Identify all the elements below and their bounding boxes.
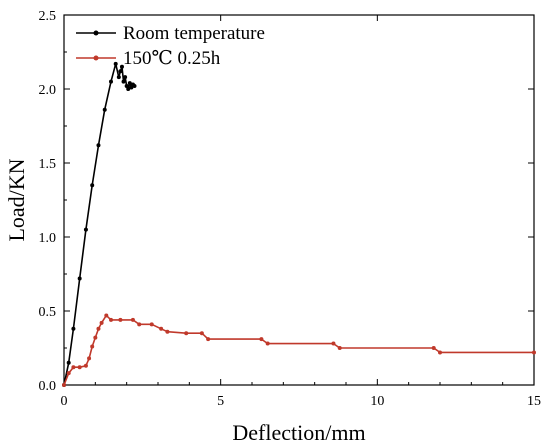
series-2-point xyxy=(199,331,204,336)
x-tick-label: 15 xyxy=(527,394,541,409)
series-1-point xyxy=(77,276,82,281)
series-1-point xyxy=(66,360,71,365)
y-tick-label: 1.5 xyxy=(39,157,57,172)
series-1-point xyxy=(116,75,121,80)
series-1-point xyxy=(119,64,124,69)
plot-area xyxy=(63,14,535,386)
legend-label-2: 150℃ 0.25h xyxy=(123,48,221,69)
series-1-point xyxy=(129,85,134,90)
series-1-point xyxy=(109,79,113,84)
y-axis-title: Load/KN xyxy=(4,158,29,241)
series-1-point xyxy=(123,75,128,80)
series-2-point xyxy=(149,322,154,327)
series-2-point xyxy=(438,350,442,355)
series-2-line xyxy=(63,314,534,386)
legend-marker-1 xyxy=(93,30,99,36)
series-1-point xyxy=(90,183,95,188)
series-1-point xyxy=(118,69,123,74)
x-axis-title: Deflection/mm xyxy=(232,420,365,445)
series-2 xyxy=(62,313,536,387)
series-2-point xyxy=(337,346,342,350)
x-tick-label: 10 xyxy=(370,394,384,409)
series-1-point xyxy=(96,143,101,148)
series-1-line xyxy=(63,62,136,386)
series-2-point xyxy=(159,326,164,331)
series-2-point xyxy=(265,341,270,346)
series-layer xyxy=(62,61,536,387)
y-tick-label: 1.0 xyxy=(39,231,57,246)
series-2-point xyxy=(99,320,104,325)
series-1-point xyxy=(121,79,126,84)
y-tick-label: 0.0 xyxy=(39,379,57,394)
legend: Room temperature 150℃ 0.25h xyxy=(76,23,265,69)
series-2-point xyxy=(137,322,142,327)
series-2-point xyxy=(331,341,336,346)
series-2-point xyxy=(93,335,98,340)
x-tick-label: 5 xyxy=(217,394,224,409)
series-2-point xyxy=(118,317,123,322)
series-1-point xyxy=(124,84,129,89)
y-tick-label: 2.0 xyxy=(39,83,57,98)
series-1-point xyxy=(127,81,132,86)
series-1-point xyxy=(113,61,118,66)
series-2-point xyxy=(87,356,92,361)
y-tick-label: 0.5 xyxy=(39,305,57,320)
series-2-point xyxy=(109,317,113,322)
y-axis: 0.0 0.5 1.0 1.5 2.0 2.5 xyxy=(39,9,534,394)
series-2-point xyxy=(206,337,211,342)
series-2-point xyxy=(71,365,76,370)
series-2-point xyxy=(431,346,436,350)
series-2-point xyxy=(532,350,536,355)
series-2-point xyxy=(77,365,82,370)
series-2-point xyxy=(259,337,264,342)
series-1-point xyxy=(132,84,137,89)
series-2-point xyxy=(90,344,95,349)
plot-frame xyxy=(63,14,535,386)
legend-label-1: Room temperature xyxy=(123,23,265,44)
series-2-point xyxy=(83,363,88,368)
legend-marker-2 xyxy=(93,55,99,61)
series-1-point xyxy=(71,326,76,331)
x-tick-label: 0 xyxy=(61,394,68,409)
series-2-point xyxy=(96,326,101,331)
series-2-point xyxy=(130,317,135,322)
series-2-point xyxy=(165,329,170,334)
series-2-point xyxy=(184,331,189,336)
series-2-point xyxy=(62,383,66,387)
series-1-point xyxy=(102,107,107,112)
x-axis: 0 5 10 15 xyxy=(61,15,541,409)
series-1 xyxy=(62,61,137,387)
series-2-point xyxy=(66,371,71,376)
series-2-point xyxy=(104,313,109,318)
series-1-point xyxy=(126,87,131,91)
y-tick-label: 2.5 xyxy=(39,9,57,24)
series-1-point xyxy=(83,227,88,232)
